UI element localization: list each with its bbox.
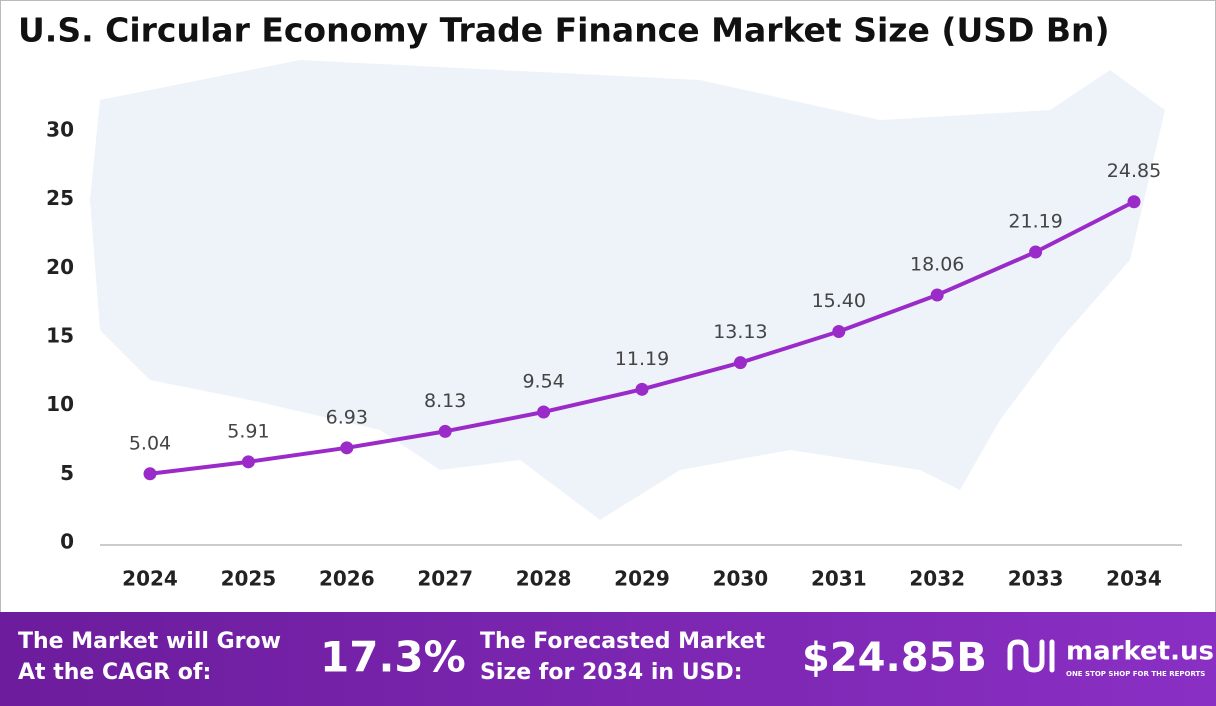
marker [537, 405, 551, 419]
x-tick-label: 2024 [122, 567, 178, 591]
data-label: 9.54 [522, 370, 564, 392]
forecast-value: $24.85B [802, 635, 987, 681]
data-label: 6.93 [326, 406, 368, 428]
data-label: 11.19 [615, 348, 669, 370]
marker [635, 382, 649, 396]
data-label: 21.19 [1008, 210, 1062, 232]
x-tick-label: 2027 [417, 567, 473, 591]
data-label: 5.04 [129, 432, 171, 454]
brand-logo [1007, 639, 1055, 673]
marker [733, 356, 747, 370]
data-label: 13.13 [713, 321, 767, 343]
x-tick-label: 2033 [1008, 567, 1064, 591]
cagr-label: At the CAGR of: [18, 660, 211, 685]
y-tick-label: 25 [46, 186, 74, 210]
marker [241, 455, 255, 469]
x-tick-label: 2028 [516, 567, 572, 591]
forecast-label: The Forecasted Market [480, 629, 766, 654]
y-tick-label: 5 [60, 461, 74, 485]
x-tick-label: 2034 [1106, 567, 1162, 591]
forecast-label: Size for 2034 in USD: [480, 660, 743, 685]
x-tick-label: 2025 [221, 567, 277, 591]
y-tick-label: 20 [46, 255, 74, 279]
cagr-label: The Market will Grow [18, 629, 281, 654]
marker [832, 325, 846, 339]
footer-banner [0, 612, 1216, 706]
marker [143, 467, 157, 481]
y-tick-label: 30 [46, 118, 74, 142]
x-tick-label: 2032 [909, 567, 965, 591]
y-tick-label: 15 [46, 324, 74, 348]
x-tick-label: 2031 [811, 567, 867, 591]
data-label: 24.85 [1107, 160, 1161, 182]
x-tick-label: 2029 [614, 567, 670, 591]
tagline: ONE STOP SHOP FOR THE REPORTS [1066, 670, 1205, 678]
marker [438, 424, 452, 438]
brand: market.us [1066, 637, 1214, 667]
chart-title: U.S. Circular Economy Trade Finance Mark… [18, 11, 1110, 50]
marker [340, 441, 354, 455]
marker [930, 288, 944, 302]
y-tick-label: 0 [60, 530, 74, 554]
marker [1029, 245, 1043, 259]
cagr-value: 17.3% [320, 633, 466, 682]
data-label: 8.13 [424, 390, 466, 412]
map-background [90, 60, 1165, 520]
y-tick-label: 10 [46, 392, 74, 416]
data-label: 5.91 [227, 420, 269, 442]
data-label: 15.40 [812, 290, 866, 312]
marker [1127, 195, 1141, 209]
x-tick-label: 2030 [713, 567, 769, 591]
data-label: 18.06 [910, 253, 964, 275]
x-tick-label: 2026 [319, 567, 375, 591]
